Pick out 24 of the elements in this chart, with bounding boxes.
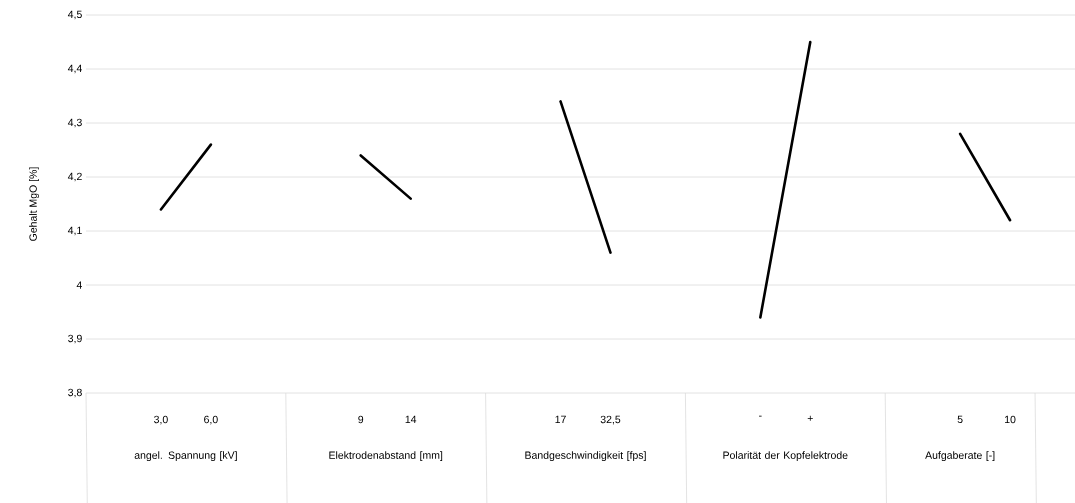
text: Bandgeschwindigkeit [fps] xyxy=(525,451,646,462)
y-tick-label: 3,8 xyxy=(68,388,82,398)
x-tick-label: 9 xyxy=(358,415,364,424)
text: angel. Spannung [kV] xyxy=(134,451,237,462)
x-tick-label: 6,0 xyxy=(204,415,218,425)
text: Polarität der Kopfelektrode xyxy=(723,451,848,462)
text: Elektrodenabstand [mm] xyxy=(329,451,443,462)
x-tick-label: - xyxy=(759,415,762,417)
x-tick-label: + xyxy=(807,415,813,421)
text: Aufgaberate [-] xyxy=(925,451,995,462)
y-tick-label: 4,3 xyxy=(67,118,82,128)
x-tick-label: 17 xyxy=(555,415,566,423)
y-tick-label: 4,4 xyxy=(67,64,82,74)
x-tick-label: 3,0 xyxy=(154,415,168,425)
x-tick-label: 10 xyxy=(1005,415,1016,424)
y-tick-label: 4,2 xyxy=(67,172,82,182)
y-tick-label: 4,1 xyxy=(67,226,82,236)
x-tick-label: 14 xyxy=(405,415,417,423)
y-tick-label: 4,5 xyxy=(67,10,82,20)
x-tick-label: 5 xyxy=(957,415,963,424)
y-axis-title: Gehalt MgO [%] xyxy=(29,167,39,241)
y-tick-label: 4 xyxy=(76,281,82,289)
x-tick-label: 32,5 xyxy=(600,415,621,425)
y-tick-label: 3,9 xyxy=(68,334,82,344)
